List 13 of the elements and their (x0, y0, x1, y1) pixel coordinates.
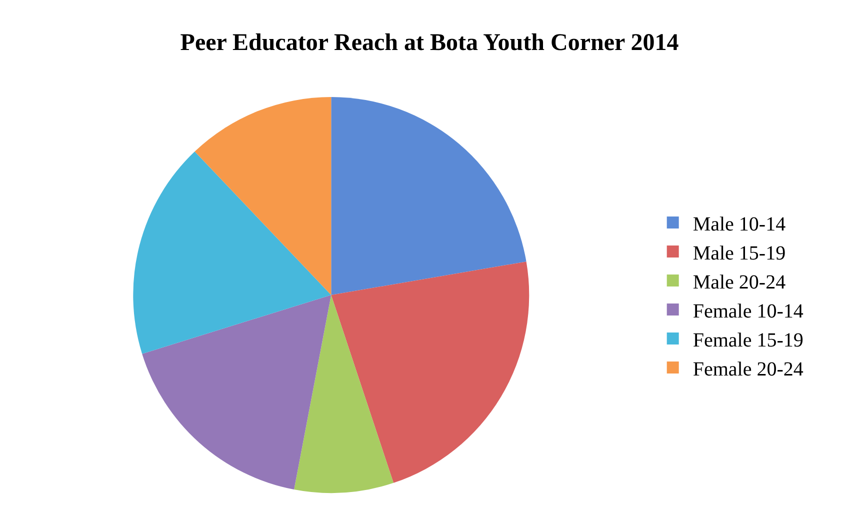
legend-label: Female 10-14 (692, 300, 804, 322)
legend-label: Male 20-24 (692, 271, 786, 294)
legend-label: Male 15-19 (692, 242, 786, 264)
pie-slice (142, 295, 332, 490)
legend-label: Female 20-24 (692, 358, 804, 380)
legend-label: Female 15-19 (692, 329, 804, 352)
legend-label: Male 10-14 (692, 213, 786, 236)
pie-slice (194, 97, 332, 295)
pie-slice (331, 262, 529, 483)
pie-slice (331, 97, 526, 295)
pie-slice (133, 152, 332, 354)
chart-title: Peer Educator Reach at Bota Youth Corner 2014 (180, 30, 679, 56)
pie-slice (294, 295, 394, 493)
